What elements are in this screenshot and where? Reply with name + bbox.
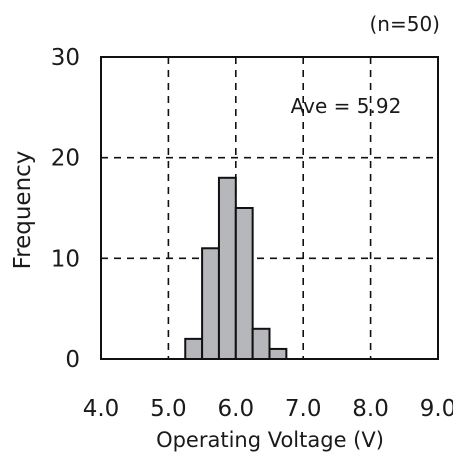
- average-annotation: Ave = 5.92: [291, 94, 402, 118]
- y-tick-label: 0: [65, 347, 80, 373]
- sample-size-label: (n=50): [370, 12, 441, 36]
- histogram-bar: [268, 347, 288, 360]
- x-tick-label: 4.0: [83, 396, 120, 422]
- y-tick-label: 10: [51, 246, 80, 272]
- y-tick-label: 30: [51, 45, 80, 71]
- plot-frame: [100, 56, 439, 360]
- axis-ticks: 4.0 5.0 6.0 7.0 8.0 9.0 0 10 20 30: [51, 45, 453, 422]
- histogram-bar: [234, 207, 254, 360]
- histogram-bar: [217, 176, 237, 360]
- y-axis-title: Frequency: [10, 151, 36, 270]
- x-tick-label: 6.0: [218, 396, 255, 422]
- x-tick-label: 7.0: [285, 396, 322, 422]
- histogram-bars: [184, 176, 288, 361]
- x-tick-label: 5.0: [150, 396, 187, 422]
- histogram-bar: [184, 337, 204, 361]
- x-tick-label: 9.0: [420, 396, 453, 422]
- x-tick-label: 8.0: [352, 396, 389, 422]
- histogram-bar: [251, 327, 271, 360]
- histogram-bar: [201, 247, 220, 360]
- x-axis-title: Operating Voltage (V): [156, 428, 384, 452]
- y-tick-label: 20: [51, 146, 80, 172]
